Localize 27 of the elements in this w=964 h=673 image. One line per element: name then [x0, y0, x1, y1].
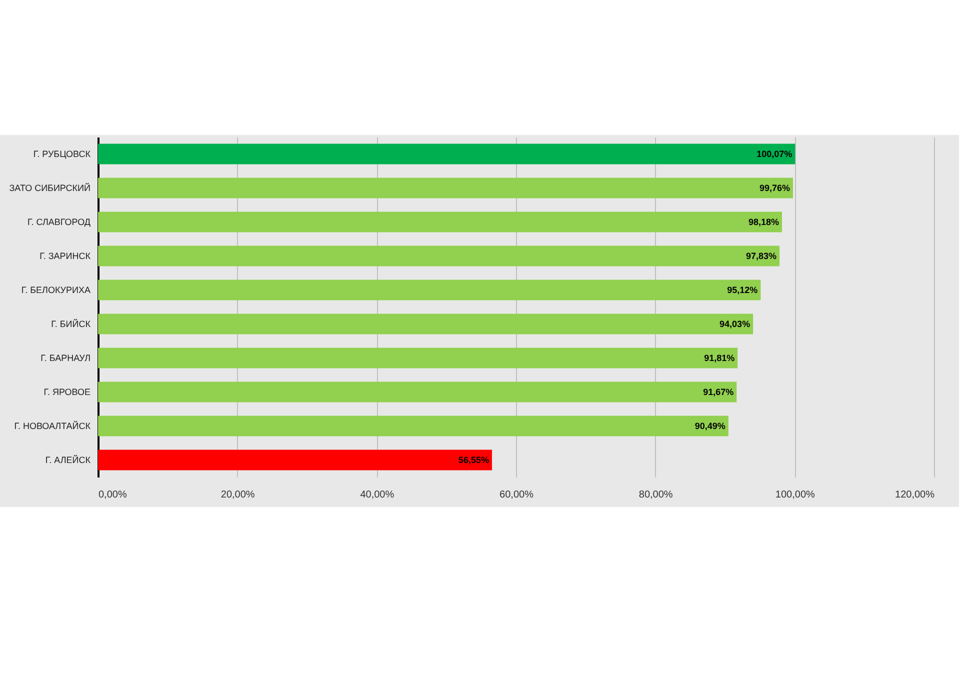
- x-tick-label: 0,00%: [98, 490, 127, 500]
- y-tick-label: Г. БЕЛОКУРИХА: [21, 285, 90, 295]
- data-label: 91,67%: [703, 387, 734, 397]
- y-tick-label: ЗАТО СИБИРСКИЙ: [9, 182, 90, 193]
- y-tick-label: Г. РУБЦОВСК: [33, 149, 92, 159]
- data-label: 100,07%: [756, 149, 792, 159]
- data-label: 98,18%: [748, 217, 779, 227]
- y-tick-label: Г. БИЙСК: [51, 318, 92, 329]
- x-tick-label: 120,00%: [895, 490, 935, 500]
- x-tick-label: 40,00%: [360, 490, 394, 500]
- y-tick-label: Г. ЗАРИНСК: [40, 251, 92, 261]
- data-label: 94,03%: [720, 319, 750, 329]
- data-label: 97,83%: [746, 251, 777, 261]
- y-tick-label: Г. АЛЕЙСК: [45, 454, 92, 465]
- x-tick-label: 20,00%: [220, 490, 255, 500]
- x-tick-label: 80,00%: [638, 490, 673, 500]
- data-label: 99,76%: [759, 183, 790, 193]
- y-tick-label: Г. БАРНАУЛ: [40, 353, 91, 363]
- y-tick-label: Г. ЯРОВОЕ: [44, 387, 90, 397]
- x-tick-label: 100,00%: [775, 490, 816, 500]
- x-tick-label: 60,00%: [500, 490, 534, 500]
- data-label: 91,81%: [704, 353, 735, 363]
- y-tick-label: Г. НОВОАЛТАЙСК: [14, 420, 92, 431]
- y-tick-label: Г. СЛАВГОРОД: [28, 217, 90, 227]
- data-label: 90,49%: [694, 421, 726, 431]
- data-label: 95,12%: [727, 285, 758, 295]
- data-label: 56,55%: [458, 455, 489, 465]
